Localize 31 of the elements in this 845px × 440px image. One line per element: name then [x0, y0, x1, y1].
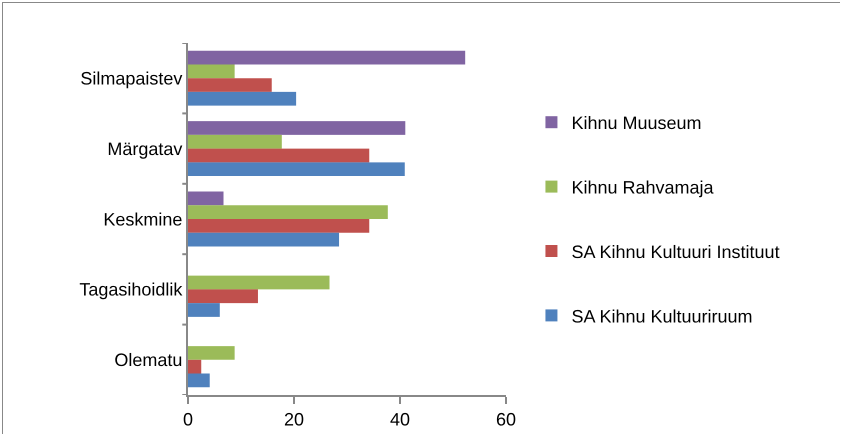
bar: [188, 205, 388, 219]
bar: [188, 50, 466, 64]
x-tick-label: 20: [284, 410, 304, 430]
bar: [188, 134, 282, 149]
x-tick-label: 0: [182, 410, 194, 430]
x-tick-label: 40: [390, 410, 410, 430]
y-tick-label: Märgatav: [107, 138, 182, 159]
bar: [188, 303, 220, 317]
legend-label: Kihnu Rahvamaja: [571, 178, 715, 198]
bar: [188, 374, 210, 388]
y-tick-label: Olematu: [114, 350, 182, 370]
bar: [188, 148, 370, 162]
x-tick-label: 60: [496, 410, 516, 430]
y-tick-label: Keskmine: [103, 209, 182, 230]
bar: [188, 360, 202, 374]
bar: [188, 276, 330, 290]
bar: [188, 78, 272, 92]
bar: [188, 289, 258, 304]
y-tick-label: Silmapaistev: [80, 68, 182, 88]
legend-label: Kihnu Muuseum: [571, 113, 702, 134]
bar: [188, 121, 406, 135]
legend-label: SA Kihnu Kultuuri Instituut: [571, 242, 780, 262]
legend-label: SA Kihnu Kultuuriruum: [571, 306, 753, 326]
bar: [188, 162, 405, 176]
bar: [188, 346, 235, 360]
bar: [188, 192, 224, 206]
bar: [188, 64, 235, 78]
y-tick-label: Tagasihoidlik: [79, 280, 184, 300]
bar: [188, 92, 296, 106]
bar: [188, 232, 340, 246]
bar: [188, 219, 370, 233]
